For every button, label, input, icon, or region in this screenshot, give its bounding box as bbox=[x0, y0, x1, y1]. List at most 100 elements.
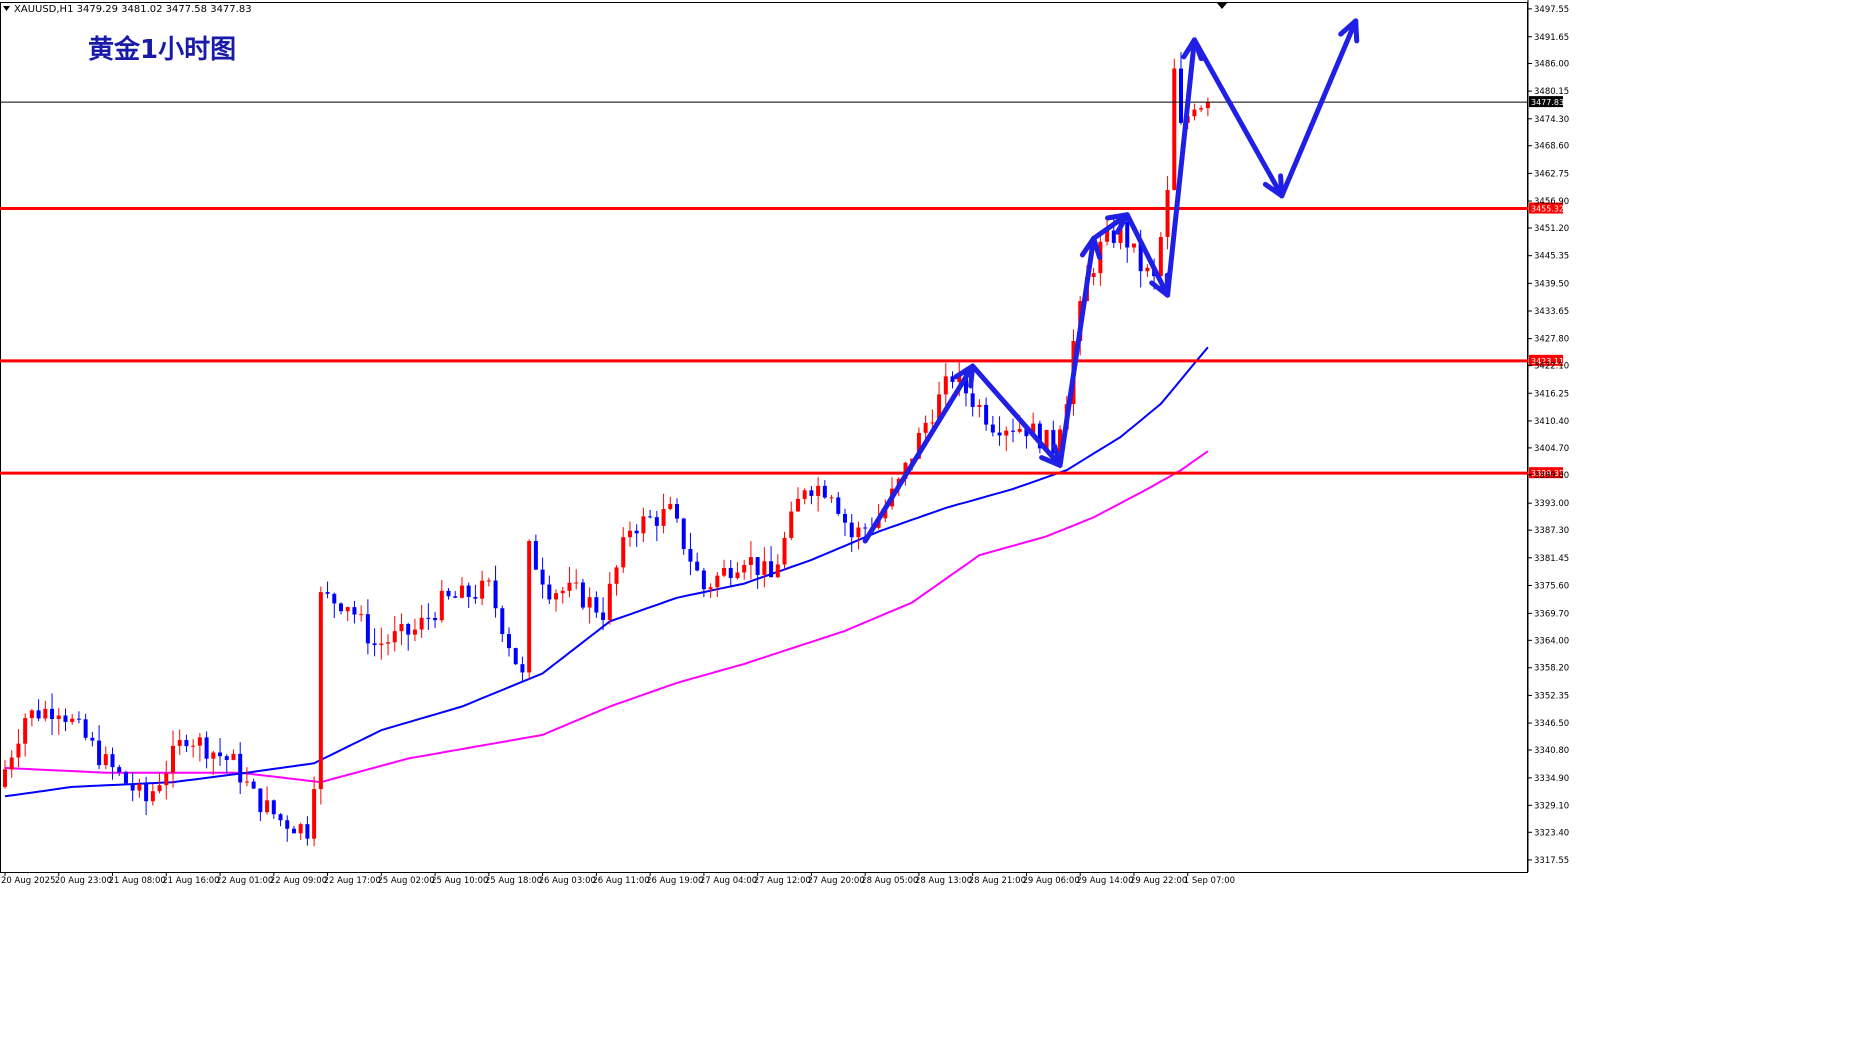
candle bbox=[574, 569, 579, 590]
candle bbox=[923, 415, 928, 442]
candle bbox=[439, 579, 444, 623]
x-tick-label: 20 Aug 23:00 bbox=[55, 876, 112, 886]
candle bbox=[1179, 52, 1183, 125]
candle bbox=[580, 579, 585, 610]
y-tick-label: 3334.90 bbox=[1534, 774, 1569, 784]
candle bbox=[16, 729, 21, 768]
candle bbox=[1172, 58, 1177, 191]
candle bbox=[43, 700, 48, 722]
candle bbox=[560, 587, 565, 604]
y-tick-label: 3439.50 bbox=[1534, 279, 1569, 289]
x-tick-label: 25 Aug 18:00 bbox=[485, 876, 542, 886]
candle bbox=[641, 507, 646, 543]
y-tick-label: 3404.70 bbox=[1534, 444, 1569, 454]
candles bbox=[3, 52, 1210, 847]
y-tick-label: 3462.75 bbox=[1534, 169, 1569, 179]
candle bbox=[224, 754, 229, 774]
candle bbox=[150, 783, 155, 806]
symbol-ohlc-label: XAUUSD,H1 3479.29 3481.02 3477.58 3477.8… bbox=[14, 4, 252, 15]
x-tick-label: 20 Aug 2025 bbox=[1, 876, 55, 886]
y-tick-label: 3340.80 bbox=[1534, 746, 1569, 756]
candle bbox=[507, 627, 511, 657]
candle bbox=[675, 498, 679, 523]
x-tick-label: 27 Aug 20:00 bbox=[807, 876, 864, 886]
candle bbox=[634, 524, 639, 548]
candle bbox=[365, 599, 370, 655]
candle bbox=[164, 760, 169, 800]
candle bbox=[137, 778, 142, 798]
x-tick-label: 27 Aug 04:00 bbox=[700, 876, 757, 886]
candle bbox=[533, 534, 538, 571]
candle bbox=[345, 606, 350, 622]
level-price-tag bbox=[1529, 202, 1563, 214]
candle bbox=[1165, 176, 1170, 250]
candle bbox=[795, 487, 800, 512]
candle bbox=[513, 647, 518, 666]
y-tick-label: 3399.00 bbox=[1534, 471, 1569, 481]
candle bbox=[701, 567, 706, 598]
candle bbox=[130, 772, 135, 802]
candle bbox=[50, 693, 55, 736]
candle bbox=[943, 363, 948, 410]
x-tick-label: 29 Aug 22:00 bbox=[1130, 876, 1187, 886]
x-tick-label: 21 Aug 16:00 bbox=[162, 876, 219, 886]
y-tick-label: 3364.00 bbox=[1534, 636, 1569, 646]
level-price-label: 3399.35 bbox=[1531, 469, 1564, 478]
x-tick-label: 29 Aug 14:00 bbox=[1076, 876, 1133, 886]
candle bbox=[399, 613, 404, 645]
annotation-arrows bbox=[862, 18, 1360, 544]
candle bbox=[453, 591, 458, 599]
candle bbox=[144, 776, 149, 816]
candle bbox=[258, 788, 263, 822]
candle bbox=[123, 770, 128, 785]
x-tick-label: 26 Aug 11:00 bbox=[592, 876, 649, 886]
candle bbox=[587, 587, 592, 624]
candle bbox=[110, 747, 115, 780]
candle bbox=[352, 600, 357, 624]
candle bbox=[83, 713, 88, 741]
candle bbox=[359, 605, 364, 622]
y-tick-label: 3433.65 bbox=[1534, 307, 1569, 317]
y-tick-label: 3491.65 bbox=[1534, 33, 1569, 43]
y-tick-label: 3416.25 bbox=[1534, 389, 1569, 399]
y-tick-label: 3375.60 bbox=[1534, 581, 1569, 591]
candle bbox=[755, 557, 760, 589]
y-tick-label: 3427.80 bbox=[1534, 335, 1569, 345]
y-tick-label: 3456.90 bbox=[1534, 197, 1569, 207]
candle bbox=[204, 731, 209, 769]
shift-marker-icon[interactable] bbox=[1217, 3, 1227, 9]
candle bbox=[63, 708, 68, 732]
candle bbox=[735, 562, 740, 580]
y-tick-label: 3468.60 bbox=[1534, 142, 1569, 152]
candle bbox=[856, 521, 861, 550]
candle bbox=[715, 572, 720, 598]
candle bbox=[554, 589, 559, 612]
candle bbox=[500, 605, 505, 643]
candle bbox=[829, 494, 834, 503]
candle bbox=[527, 539, 532, 680]
candle bbox=[305, 816, 310, 846]
candle bbox=[3, 760, 7, 789]
dropdown-triangle-icon[interactable] bbox=[3, 6, 10, 11]
y-tick-label: 3323.40 bbox=[1534, 828, 1569, 838]
candle bbox=[285, 815, 290, 842]
candle bbox=[695, 552, 700, 572]
candle bbox=[762, 547, 767, 588]
candle bbox=[661, 493, 666, 534]
candle bbox=[849, 514, 854, 552]
candle bbox=[930, 409, 935, 430]
candle bbox=[197, 732, 202, 762]
candle bbox=[1192, 103, 1197, 121]
y-tick-label: 3381.45 bbox=[1534, 554, 1569, 564]
candle bbox=[426, 603, 431, 630]
candle bbox=[950, 371, 955, 389]
candle bbox=[325, 581, 330, 599]
y-tick-label: 3346.50 bbox=[1534, 719, 1569, 729]
candle bbox=[419, 604, 424, 638]
y-tick-label: 3474.30 bbox=[1534, 115, 1569, 125]
candle bbox=[1125, 216, 1130, 263]
candle bbox=[480, 570, 485, 606]
candle bbox=[668, 496, 673, 511]
